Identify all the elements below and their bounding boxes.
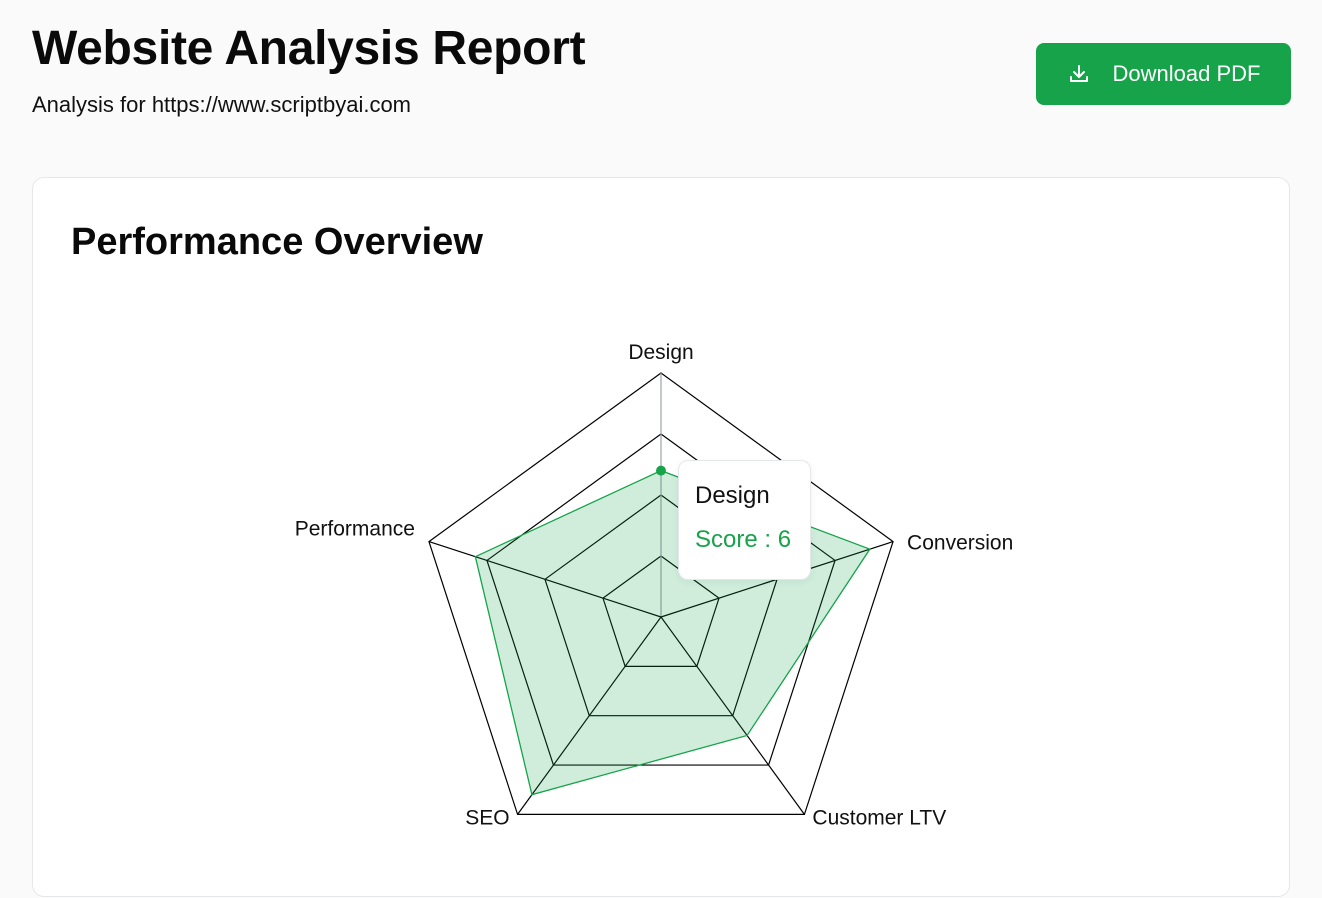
axis-label-design: Design <box>628 341 693 364</box>
tooltip-title: Design <box>695 482 770 509</box>
grid-ring <box>428 372 894 816</box>
performance-card: Performance Overview Design Conversion Cus… <box>32 177 1290 897</box>
download-pdf-button[interactable]: Download PDF <box>1036 43 1291 105</box>
download-icon <box>1069 65 1088 82</box>
chart-tooltip: Design Score : 6 <box>678 460 811 580</box>
download-pdf-label: Download PDF <box>1112 61 1261 86</box>
axis-spoke <box>428 541 662 618</box>
page-subtitle: Analysis for https://www.scriptbyai.com <box>32 92 412 117</box>
axis-label-customer-ltv: Customer LTV <box>812 806 946 829</box>
axis-spoke <box>517 616 662 815</box>
page-title: Website Analysis Report <box>32 22 586 75</box>
grid-ring <box>602 555 720 667</box>
card-title: Performance Overview <box>71 221 483 263</box>
radar-chart: Design Conversion Customer LTV SEO Performan… <box>295 341 1014 829</box>
data-point-design[interactable] <box>656 465 666 476</box>
axis-label-conversion: Conversion <box>907 532 1013 555</box>
axis-label-seo: SEO <box>465 806 509 829</box>
report-header: Website Analysis Report Analysis for htt… <box>32 18 586 118</box>
tooltip-value: Score : 6 <box>695 526 792 553</box>
axis-label-performance: Performance <box>295 518 415 541</box>
axis-spoke <box>660 616 805 815</box>
